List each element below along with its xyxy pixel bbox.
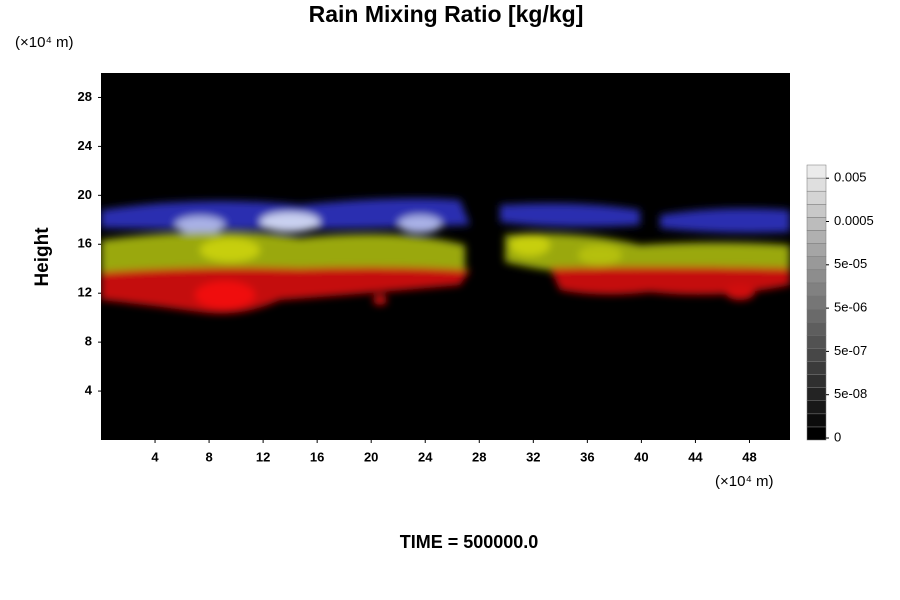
colorbar-tick-label: 5e-06 (834, 300, 867, 315)
colorbar-tick-label: 0.005 (834, 170, 867, 185)
y-tick-label: 4 (85, 383, 93, 398)
colorbar-band (806, 190, 827, 205)
time-label: TIME = 500000.0 (400, 532, 539, 552)
colorbar-band (806, 164, 827, 179)
y-tick-label: 24 (78, 138, 93, 153)
colorbar-band (806, 204, 827, 218)
x-tick-label: 12 (256, 449, 270, 464)
colorbar-band (806, 334, 827, 349)
colorbar-band (806, 230, 827, 244)
colorbar-band (806, 387, 827, 401)
colorbar-tick-label: 5e-08 (834, 386, 867, 401)
x-tick-label: 8 (205, 449, 212, 464)
y-tick-label: 28 (78, 89, 92, 104)
colorbar-band (806, 321, 827, 336)
colorbar-tick-label: 0.0005 (834, 213, 874, 228)
colorbar-band (806, 282, 827, 297)
x-tick-label: 28 (472, 449, 486, 464)
x-tick-label: 20 (364, 449, 378, 464)
x-tick-label: 24 (418, 449, 433, 464)
colorbar-band (806, 361, 827, 375)
colorbar-band (806, 374, 827, 388)
x-unit-label: (×10⁴ m) (715, 473, 774, 490)
colorbar-band (806, 243, 827, 257)
colorbar-band (806, 400, 827, 415)
y-tick-label: 20 (78, 187, 92, 202)
colorbar-band (806, 426, 827, 441)
x-tick-label: 40 (634, 449, 648, 464)
chart-title: Rain Mixing Ratio [kg/kg] (309, 1, 584, 27)
colorbar-band (806, 177, 827, 192)
colorbar-band (806, 308, 827, 323)
colorbar-band (806, 295, 827, 310)
colorbar-tick-label: 5e-07 (834, 343, 867, 358)
colorbar-band (806, 413, 827, 428)
colorbar-tick-label: 5e-05 (834, 256, 867, 271)
x-tick-label: 36 (580, 449, 594, 464)
x-tick-label: 48 (742, 449, 756, 464)
y-axis-label: Height (32, 227, 53, 287)
y-tick-label: 16 (78, 236, 92, 251)
colorbar-tick-label: 0 (834, 429, 841, 444)
colorbar-band (806, 217, 827, 231)
y-unit-label: (×10⁴ m) (15, 34, 74, 51)
x-tick-label: 32 (526, 449, 540, 464)
field (101, 198, 790, 314)
colorbar-band (806, 256, 827, 271)
x-tick-label: 4 (151, 449, 159, 464)
x-tick-label: 44 (688, 449, 703, 464)
colorbar-band (806, 269, 827, 284)
x-tick-label: 16 (310, 449, 324, 464)
y-tick-label: 8 (85, 334, 92, 349)
y-tick-label: 12 (78, 285, 92, 300)
colorbar-band (806, 348, 827, 362)
